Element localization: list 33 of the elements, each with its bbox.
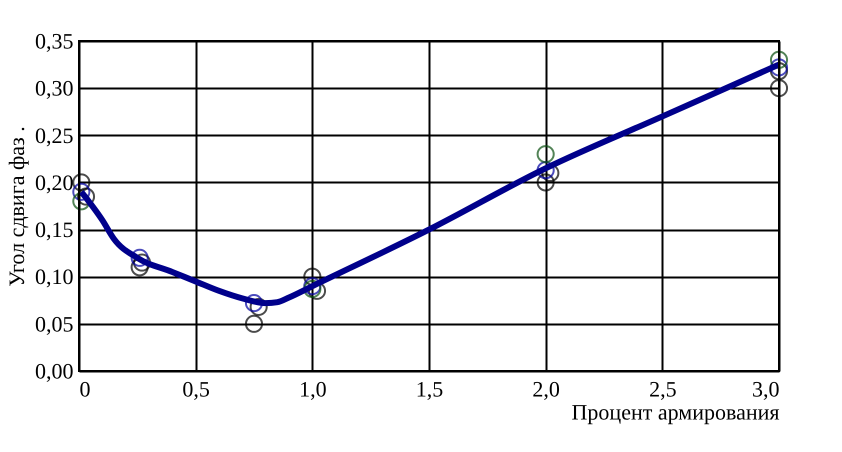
x-tick-label: 2,5	[649, 376, 677, 402]
y-tick-label: 0,20	[35, 170, 74, 195]
y-axis-title: Угол сдвига фаз .	[4, 126, 29, 287]
point	[250, 298, 268, 316]
x-tick-label: 1,5	[416, 376, 444, 402]
x-tick-label: 3,0	[752, 376, 780, 402]
point	[132, 254, 152, 272]
y-tick-label: 0,00	[35, 358, 74, 384]
x-tick-label: 2,0	[532, 376, 560, 402]
y-tick-label: 0,15	[35, 217, 74, 242]
x-axis-title: Процент армирования	[572, 400, 780, 424]
point	[303, 277, 322, 296]
point	[244, 314, 264, 333]
point	[770, 79, 788, 98]
point	[72, 182, 90, 201]
point	[303, 280, 322, 298]
x-tick-label: 0	[80, 376, 90, 402]
x-tick-label: 1,0	[299, 376, 327, 402]
point	[130, 248, 149, 267]
y-tick-label: 0,05	[35, 311, 74, 336]
x-tick-label: 0,5	[182, 376, 210, 402]
point	[770, 50, 788, 69]
point	[770, 58, 788, 76]
y-tick-label: 0,30	[35, 76, 74, 101]
point	[536, 145, 555, 164]
point	[536, 173, 555, 192]
point	[244, 294, 264, 312]
point	[536, 161, 555, 180]
point	[72, 173, 90, 192]
y-tick-label: 0,35	[35, 28, 74, 54]
point	[76, 188, 96, 206]
y-tick-label: 0,10	[35, 264, 74, 290]
y-tick-label: 0,25	[35, 122, 74, 148]
